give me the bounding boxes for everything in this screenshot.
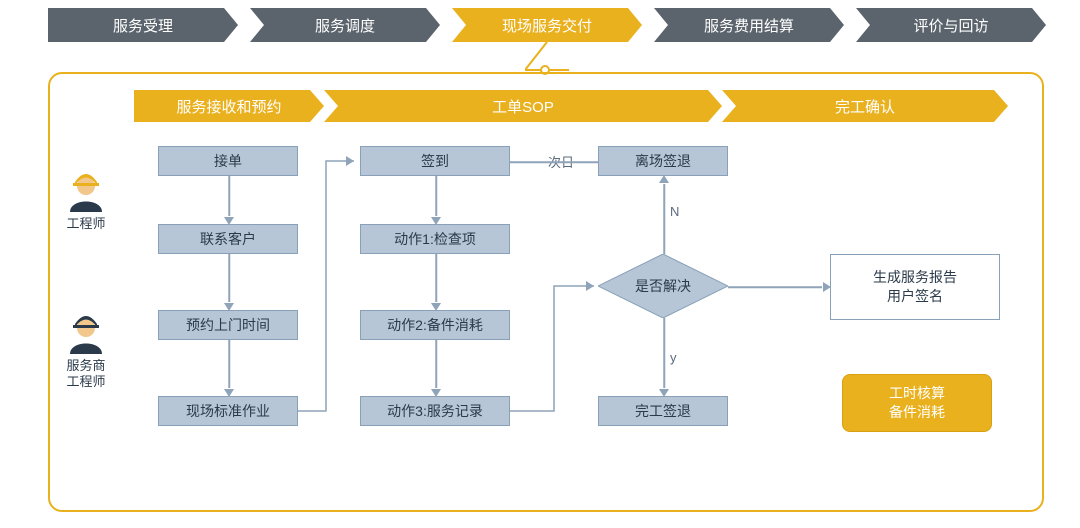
node-onsite-work: 现场标准作业 bbox=[158, 396, 298, 426]
arrow bbox=[224, 176, 234, 224]
phase-label: 工单SOP bbox=[492, 96, 554, 117]
arrow-elbow bbox=[510, 280, 602, 414]
node-cost-summary: 工时核算 备件消耗 bbox=[842, 374, 992, 432]
nav-step-label: 评价与回访 bbox=[913, 15, 988, 36]
report-line1: 生成服务报告 bbox=[873, 268, 957, 287]
node-complete-checkout: 完工签退 bbox=[598, 396, 728, 426]
label-yes: y bbox=[670, 350, 677, 365]
role-sp-engineer: 服务商 工程师 bbox=[46, 310, 126, 391]
nav-step-3-active: 现场服务交付 bbox=[452, 8, 642, 42]
detail-panel: 服务接收和预约 工单SOP 完工确认 工程师 服务商 工程师 接单 bbox=[48, 72, 1044, 512]
vendor-engineer-icon bbox=[66, 310, 106, 354]
role-label-line2: 工程师 bbox=[46, 374, 126, 390]
arrow bbox=[510, 157, 598, 167]
nav-step-label: 现场服务交付 bbox=[502, 15, 592, 36]
nav-step-5: 评价与回访 bbox=[856, 8, 1046, 42]
phase-3: 完工确认 bbox=[722, 90, 1008, 122]
cost-line2: 备件消耗 bbox=[889, 403, 945, 422]
arrow bbox=[659, 176, 669, 254]
role-label-line1: 服务商 bbox=[46, 358, 126, 374]
node-action3: 动作3:服务记录 bbox=[360, 396, 510, 426]
node-report: 生成服务报告 用户签名 bbox=[830, 254, 1000, 320]
decision-resolved: 是否解决 bbox=[598, 254, 728, 318]
arrow bbox=[431, 340, 441, 396]
node-action2: 动作2:备件消耗 bbox=[360, 310, 510, 340]
nav-step-label: 服务调度 bbox=[315, 15, 375, 36]
node-action1: 动作1:检查项 bbox=[360, 224, 510, 254]
arrow bbox=[224, 254, 234, 310]
arrow bbox=[431, 254, 441, 310]
decision-label: 是否解决 bbox=[635, 276, 691, 296]
arrow-elbow bbox=[298, 154, 362, 414]
phase-label: 完工确认 bbox=[835, 96, 895, 117]
cost-line1: 工时核算 bbox=[889, 384, 945, 403]
nav-step-2: 服务调度 bbox=[250, 8, 440, 42]
arrow bbox=[224, 340, 234, 396]
node-checkin: 签到 bbox=[360, 146, 510, 176]
role-engineer: 工程师 bbox=[46, 168, 126, 232]
phase-2: 工单SOP bbox=[324, 90, 722, 122]
phase-1: 服务接收和预约 bbox=[134, 90, 324, 122]
top-process-nav: 服务受理 服务调度 现场服务交付 服务费用结算 评价与回访 bbox=[48, 8, 1080, 42]
nav-step-4: 服务费用结算 bbox=[654, 8, 844, 42]
phase-bar: 服务接收和预约 工单SOP 完工确认 bbox=[134, 90, 1008, 122]
nav-step-label: 服务费用结算 bbox=[704, 15, 794, 36]
engineer-icon bbox=[66, 168, 106, 212]
node-contact-customer: 联系客户 bbox=[158, 224, 298, 254]
arrow bbox=[431, 176, 441, 224]
nav-step-1: 服务受理 bbox=[48, 8, 238, 42]
phase-label: 服务接收和预约 bbox=[176, 96, 281, 117]
role-label: 工程师 bbox=[46, 216, 126, 232]
label-no: N bbox=[670, 204, 679, 219]
nav-step-label: 服务受理 bbox=[113, 15, 173, 36]
node-receive-order: 接单 bbox=[158, 146, 298, 176]
node-depart-checkout: 离场签退 bbox=[598, 146, 728, 176]
arrow bbox=[659, 318, 669, 396]
node-appointment-time: 预约上门时间 bbox=[158, 310, 298, 340]
report-line2: 用户签名 bbox=[873, 287, 957, 306]
arrow bbox=[728, 282, 830, 292]
